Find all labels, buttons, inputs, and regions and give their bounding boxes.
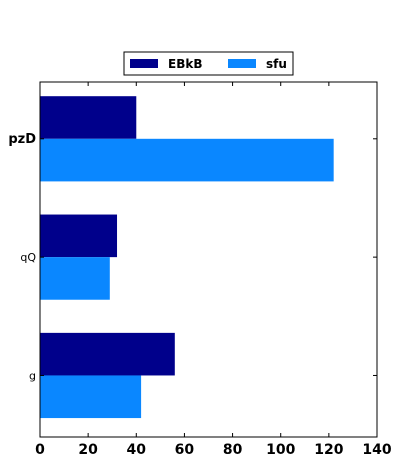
x-tick-label: 80	[223, 442, 243, 458]
y-tick-label: pzD	[8, 132, 36, 147]
legend: EBkB sfu	[123, 51, 294, 76]
legend-label-EBkB: EBkB	[168, 57, 202, 71]
legend-label-sfu: sfu	[266, 57, 287, 71]
x-tick-label: 0	[35, 442, 45, 458]
bar-sfu-qQ	[40, 257, 110, 300]
legend-swatch-sfu	[228, 59, 256, 68]
bars-group	[40, 96, 334, 419]
y-tick-label: qQ	[20, 251, 36, 264]
x-tick-label: 60	[175, 442, 195, 458]
bar-EBkB-qQ	[40, 214, 118, 258]
x-tick-label: 100	[266, 442, 295, 458]
bar-EBkB-g	[40, 332, 175, 376]
x-tick-label: 140	[362, 442, 391, 458]
y-tick-labels: pzD qQ g	[8, 132, 36, 383]
x-tick-label: 120	[314, 442, 343, 458]
bar-sfu-g	[40, 375, 142, 419]
plot-frame	[39, 81, 378, 438]
x-tick-label: 40	[127, 442, 147, 458]
legend-swatch-EBkB	[130, 59, 158, 68]
bar-EBkB-pzD	[40, 96, 137, 139]
ticks-group	[39, 82, 378, 437]
legend-box	[123, 51, 294, 76]
bar-sfu-pzD	[40, 138, 334, 182]
y-tick-label: g	[29, 369, 36, 382]
x-tick-labels: 0 20 40 60 80 100 120 140	[35, 442, 392, 458]
x-tick-label: 20	[78, 442, 98, 458]
